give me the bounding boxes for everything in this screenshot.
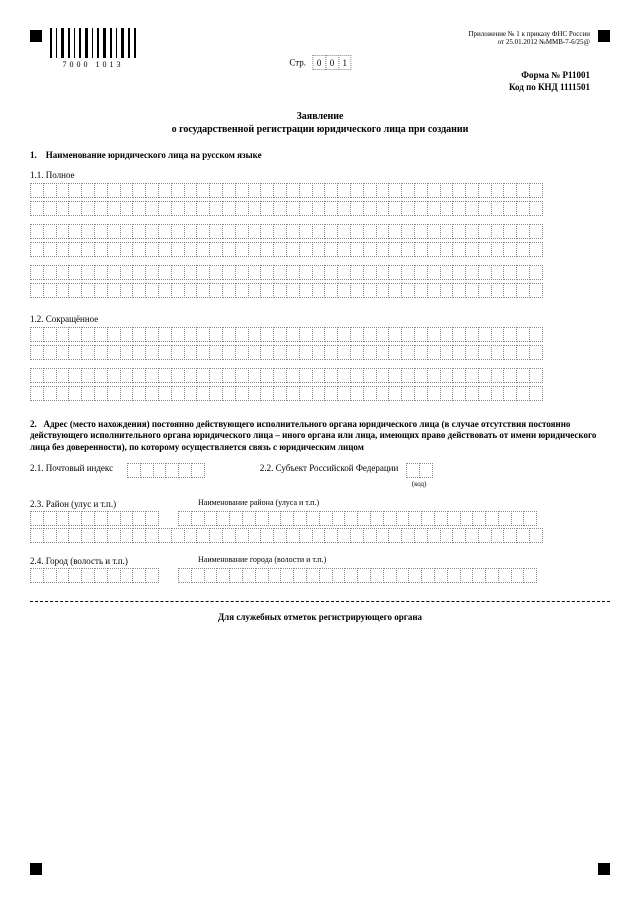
district-name-cells-2[interactable] (30, 528, 610, 543)
section-2-text: Адрес (место нахождения) постоянно дейст… (30, 419, 596, 452)
page-number-block: Стр. 001 (289, 55, 350, 70)
section-1-heading: 1. Наименование юридического лица на рус… (30, 150, 610, 160)
barcode-number: 7000 1013 (50, 60, 136, 69)
document-title: Заявление о государственной регистрации … (30, 110, 610, 136)
subject-cells[interactable] (406, 463, 432, 478)
attachment-note: Приложение № 1 к приказу ФНС России от 2… (468, 30, 590, 47)
attachment-line2: от 25.01.2012 №ММВ-7-6/25@ (468, 38, 590, 46)
section-1-num: 1. (30, 150, 37, 160)
city-type-cells[interactable] (30, 568, 158, 583)
form-codes: Форма № Р11001 Код по КНД 1111501 (509, 70, 590, 93)
row-city: 2.4. Город (волость и т.п.) Наименование… (30, 555, 610, 566)
subject-code-note: (код) (412, 480, 427, 488)
row-index-subject: 2.1. Почтовый индекс 2.2. Субъект Россий… (30, 463, 610, 488)
district-label: 2.3. Район (улус и т.п.) (30, 499, 190, 509)
barcode-block: 7000 1013 (50, 28, 136, 69)
district-type-cells[interactable] (30, 511, 158, 526)
postal-index-label: 2.1. Почтовый индекс (30, 463, 113, 473)
attachment-line1: Приложение № 1 к приказу ФНС России (468, 30, 590, 38)
city-name-cells[interactable] (178, 568, 610, 583)
title-line1: Заявление (30, 110, 610, 123)
corner-marker-br (598, 863, 610, 875)
city-label: 2.4. Город (волость и т.п.) (30, 556, 190, 566)
footer-note: Для служебных отметок регистрирующего ор… (30, 612, 610, 622)
full-name-cells[interactable] (30, 183, 610, 298)
section-1-1-label: 1.1. Полное (30, 170, 610, 180)
section-1-2-label: 1.2. Сокращённое (30, 314, 610, 324)
city-sublabel: Наименование города (волости и т.п.) (198, 555, 610, 564)
short-name-cells[interactable] (30, 327, 610, 401)
section-1-text: Наименование юридического лица на русско… (46, 150, 262, 160)
corner-marker-tr (598, 30, 610, 42)
title-line2: о государственной регистрации юридическо… (30, 123, 610, 136)
subject-label: 2.2. Субъект Российской Федерации (260, 463, 398, 473)
form-code-2: Код по КНД 1111501 (509, 82, 590, 94)
corner-marker-tl (30, 30, 42, 42)
barcode-icon (50, 28, 136, 58)
page-label: Стр. (289, 58, 306, 68)
row-district: 2.3. Район (улус и т.п.) Наименование ра… (30, 498, 610, 509)
section-1: 1. Наименование юридического лица на рус… (30, 150, 610, 401)
corner-marker-bl (30, 863, 42, 875)
separator-dashline (30, 601, 610, 602)
district-name-cells-1[interactable] (178, 511, 610, 526)
postal-index-cells[interactable] (127, 463, 204, 478)
form-code-1: Форма № Р11001 (509, 70, 590, 82)
page-number-cells: 001 (312, 55, 350, 70)
section-2: 2. Адрес (место нахождения) постоянно де… (30, 419, 610, 583)
district-sublabel: Наименование района (улуса и т.п.) (198, 498, 610, 507)
section-2-num: 2. (30, 419, 37, 429)
section-2-heading: 2. Адрес (место нахождения) постоянно де… (30, 419, 610, 453)
